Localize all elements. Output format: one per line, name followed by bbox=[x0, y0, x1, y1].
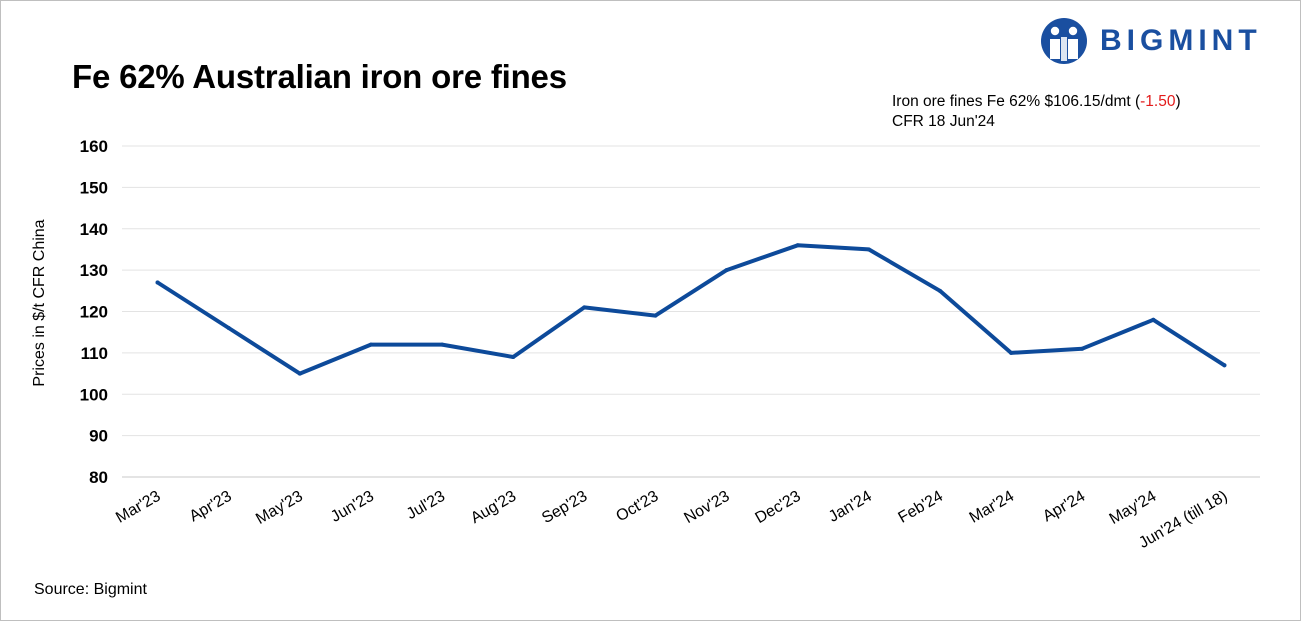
bigmint-logo-icon bbox=[1041, 18, 1087, 64]
data-point bbox=[155, 280, 160, 285]
gridlines bbox=[122, 145, 1260, 478]
data-point bbox=[653, 313, 658, 318]
data-point bbox=[937, 288, 942, 293]
x-tick-label: Feb'24 bbox=[896, 488, 947, 527]
data-point bbox=[226, 326, 231, 331]
chart-title: Fe 62% Australian iron ore fines bbox=[72, 58, 567, 95]
x-tick-labels: Mar'23 Apr'23 May'23 Jun'23 Jul'23 Aug'23 Sep'… bbox=[113, 488, 1230, 552]
x-tick-label: Jun'23 bbox=[328, 488, 377, 526]
y-tick-label: 140 bbox=[80, 220, 108, 239]
x-tick-label: Sep'23 bbox=[539, 488, 590, 527]
series-group bbox=[155, 243, 1227, 376]
annotation-suffix: ) bbox=[1175, 93, 1181, 110]
x-tick-label: Apr'24 bbox=[1040, 488, 1088, 526]
x-tick-label: Oct'23 bbox=[613, 488, 661, 526]
data-point bbox=[724, 268, 729, 273]
x-tick-label: Apr'23 bbox=[187, 488, 235, 526]
brand-logo: BIGMINT bbox=[1040, 16, 1290, 66]
source-note: Source: Bigmint bbox=[34, 581, 147, 598]
x-tick-label: Nov'23 bbox=[681, 488, 732, 527]
price-annotation: Iron ore fines Fe 62% $106.15/dmt (-1.50… bbox=[892, 92, 1181, 132]
y-tick-label: 110 bbox=[81, 344, 108, 363]
data-point bbox=[511, 355, 516, 360]
y-tick-label: 90 bbox=[89, 427, 108, 446]
y-tick-label: 100 bbox=[80, 385, 108, 404]
x-tick-label: May'23 bbox=[253, 488, 306, 528]
y-tick-label: 80 bbox=[89, 468, 108, 487]
annotation-change: -1.50 bbox=[1140, 93, 1176, 110]
x-tick-label: Aug'23 bbox=[468, 488, 519, 527]
y-tick-label: 130 bbox=[80, 261, 108, 280]
annotation-line-2: CFR 18 Jun'24 bbox=[892, 113, 995, 130]
data-point bbox=[440, 342, 445, 347]
y-axis-label: Prices in $/t CFR China bbox=[31, 219, 48, 386]
x-tick-label: May'24 bbox=[1107, 488, 1160, 528]
data-point bbox=[368, 342, 373, 347]
x-tick-label: Dec'23 bbox=[752, 488, 803, 527]
annotation-prefix: Iron ore fines Fe 62% $106.15/dmt ( bbox=[892, 93, 1141, 110]
x-tick-label: Jan'24 bbox=[826, 488, 875, 526]
y-tick-label: 120 bbox=[80, 303, 108, 322]
y-tick-label: 150 bbox=[80, 178, 108, 197]
x-tick-label: Mar'24 bbox=[967, 488, 1018, 527]
x-tick-label: Jul'23 bbox=[404, 488, 448, 523]
data-point bbox=[866, 247, 871, 252]
brand-name: BIGMINT bbox=[1100, 24, 1262, 57]
data-point bbox=[795, 243, 800, 248]
annotation-line-1: Iron ore fines Fe 62% $106.15/dmt (-1.50… bbox=[892, 92, 1181, 112]
series-line bbox=[155, 243, 1227, 376]
data-point bbox=[1009, 350, 1014, 355]
data-point bbox=[297, 371, 302, 376]
data-point bbox=[1080, 346, 1085, 351]
y-tick-labels: 80 90 100 110 120 130 140 150 160 bbox=[80, 137, 108, 487]
x-tick-label: Mar'23 bbox=[113, 488, 164, 527]
y-tick-label: 160 bbox=[80, 137, 108, 156]
data-point bbox=[1222, 363, 1227, 368]
data-point bbox=[1151, 317, 1156, 322]
data-point bbox=[582, 305, 587, 310]
